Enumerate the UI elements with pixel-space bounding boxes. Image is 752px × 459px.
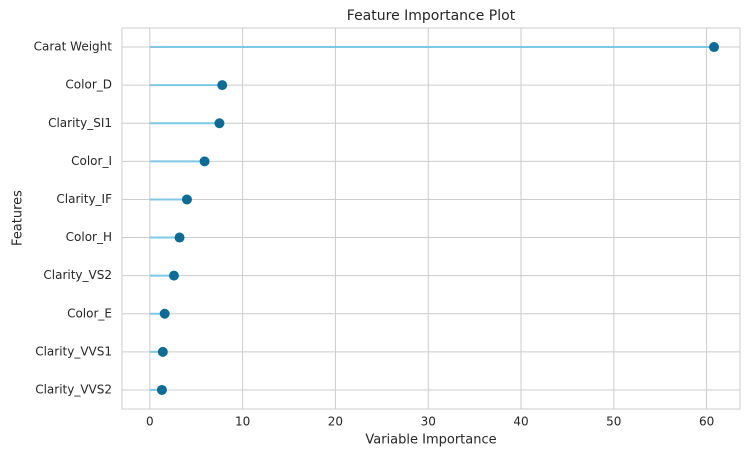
y-tick-label: Color_E — [67, 306, 112, 320]
x-tick-label: 50 — [606, 415, 621, 429]
dot — [217, 80, 228, 91]
dot — [199, 156, 210, 167]
y-tick-label: Clarity_VS2 — [43, 268, 112, 282]
dot — [214, 118, 225, 129]
y-tick-label: Clarity_VVS1 — [35, 344, 112, 358]
y-tick-label: Carat Weight — [34, 40, 113, 54]
x-tick-label: 60 — [699, 415, 714, 429]
y-tick-label: Color_I — [71, 154, 112, 168]
dot — [168, 270, 179, 281]
dot — [159, 308, 170, 319]
x-axis-label: Variable Importance — [365, 433, 496, 448]
dot — [181, 194, 192, 205]
x-tick-label: 10 — [235, 415, 250, 429]
x-tick-label: 40 — [513, 415, 528, 429]
dot — [174, 232, 185, 243]
x-tick-label: 20 — [328, 415, 343, 429]
y-tick-label: Color_H — [66, 230, 112, 244]
dot — [156, 384, 167, 395]
dot — [709, 42, 720, 53]
chart-title: Feature Importance Plot — [347, 8, 516, 24]
y-tick-label: Clarity_SI1 — [48, 116, 112, 130]
x-tick-label: 30 — [421, 415, 436, 429]
y-tick-label: Clarity_IF — [56, 192, 112, 206]
y-axis-label: Features — [11, 190, 26, 246]
y-tick-label: Color_D — [65, 78, 112, 92]
dot — [157, 346, 168, 357]
y-tick-label: Clarity_VVS2 — [35, 382, 112, 396]
x-tick-label: 0 — [146, 415, 154, 429]
plot-area — [121, 27, 741, 410]
